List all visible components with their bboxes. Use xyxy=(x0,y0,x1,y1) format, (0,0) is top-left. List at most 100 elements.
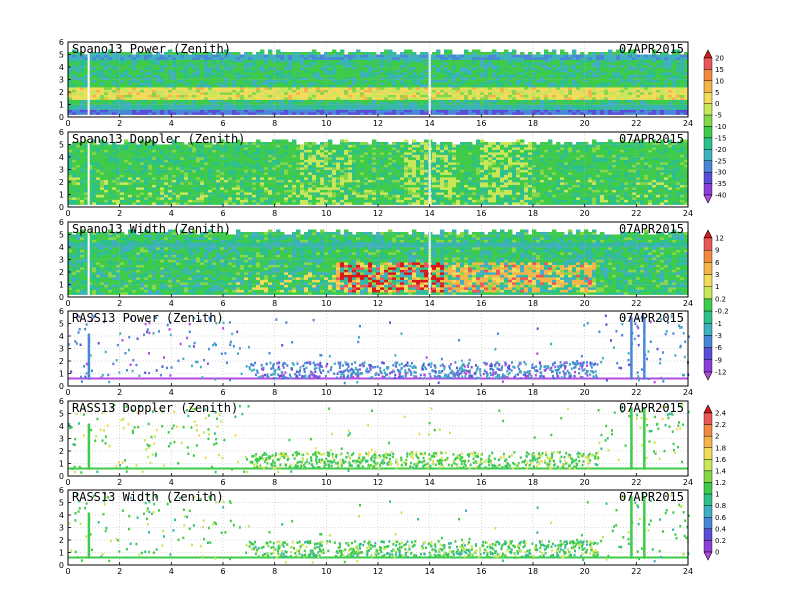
heatmap-cell xyxy=(636,74,641,78)
heatmap-cell xyxy=(424,52,429,55)
heatmap-cell xyxy=(80,72,85,75)
heatmap-cell xyxy=(476,69,481,73)
heatmap-cell xyxy=(464,49,469,53)
heatmap-cell xyxy=(648,54,653,58)
heatmap-cell xyxy=(116,177,121,180)
heatmap-cell xyxy=(540,104,545,108)
heatmap-cell xyxy=(352,104,357,108)
heatmap-cell xyxy=(388,69,393,73)
heatmap-cell xyxy=(368,89,373,93)
heatmap-cell xyxy=(140,107,145,110)
heatmap-cell xyxy=(280,102,285,105)
heatmap-cell xyxy=(92,182,97,185)
heatmap-cell xyxy=(424,59,429,63)
heatmap-cell xyxy=(296,102,301,105)
heatmap-cell xyxy=(612,79,617,83)
heatmap-cell xyxy=(332,74,337,78)
heatmap-cell xyxy=(556,79,561,83)
heatmap-cell xyxy=(492,112,497,115)
heatmap-cell xyxy=(312,59,317,63)
heatmap-cell xyxy=(272,84,277,88)
heatmap-cell xyxy=(128,147,133,150)
heatmap-cell xyxy=(472,82,477,85)
heatmap-cell xyxy=(436,99,441,103)
heatmap-cell xyxy=(240,87,245,90)
heatmap-cell xyxy=(580,54,585,58)
heatmap-cell xyxy=(208,187,213,190)
heatmap-cell xyxy=(80,172,85,175)
heatmap-cell xyxy=(152,172,157,175)
heatmap-cell xyxy=(408,64,413,68)
heatmap-cell xyxy=(176,112,181,115)
heatmap-cell xyxy=(416,92,421,95)
heatmap-cell xyxy=(296,109,301,113)
heatmap-cell xyxy=(140,152,145,155)
heatmap-cell xyxy=(212,174,217,178)
heatmap-cell xyxy=(612,72,617,75)
heatmap-cell xyxy=(108,64,113,68)
heatmap-cell xyxy=(212,109,217,113)
heatmap-cell xyxy=(180,77,185,80)
heatmap-cell xyxy=(132,82,137,85)
heatmap-cell xyxy=(580,67,585,70)
heatmap-cell xyxy=(516,84,521,88)
heatmap-cell xyxy=(108,152,113,155)
heatmap-cell xyxy=(680,84,685,88)
heatmap-cell xyxy=(232,69,237,73)
heatmap-cell xyxy=(108,104,113,108)
heatmap-cell xyxy=(352,74,357,78)
heatmap-cell xyxy=(664,87,669,90)
heatmap-cell xyxy=(104,69,109,73)
heatmap-cell xyxy=(460,67,465,70)
heatmap-cell xyxy=(552,57,557,60)
heatmap-cell xyxy=(308,59,313,63)
heatmap-cell xyxy=(560,62,565,65)
heatmap-cell xyxy=(392,69,397,73)
heatmap-cell xyxy=(432,62,437,65)
heatmap-cell xyxy=(156,147,161,150)
heatmap-cell xyxy=(412,107,417,110)
heatmap-cell xyxy=(372,82,377,85)
heatmap-cell xyxy=(236,152,241,155)
heatmap-cell xyxy=(620,97,625,100)
heatmap-cell xyxy=(184,84,189,88)
heatmap-cell xyxy=(88,92,93,95)
heatmap-cell xyxy=(244,97,249,100)
heatmap-cell xyxy=(676,97,681,100)
heatmap-cell xyxy=(228,172,233,175)
heatmap-cell xyxy=(364,57,369,60)
heatmap-cell xyxy=(608,79,613,83)
heatmap-cell xyxy=(148,164,153,168)
heatmap-cell xyxy=(224,84,229,88)
heatmap-cell xyxy=(440,54,445,58)
heatmap-cell xyxy=(668,107,673,110)
heatmap-cell xyxy=(280,64,285,68)
heatmap-cell xyxy=(72,59,77,63)
heatmap-cell xyxy=(568,89,573,93)
heatmap-cell xyxy=(332,69,337,73)
heatmap-cell xyxy=(172,144,177,148)
heatmap-cell xyxy=(304,54,309,58)
heatmap-cell xyxy=(536,82,541,85)
heatmap-cell xyxy=(152,147,157,150)
heatmap-cell xyxy=(540,99,545,103)
heatmap-cell xyxy=(432,87,437,90)
heatmap-cell xyxy=(148,199,153,203)
heatmap-cell xyxy=(436,89,441,93)
heatmap-cell xyxy=(184,189,189,193)
heatmap-cell xyxy=(260,69,265,73)
heatmap-cell xyxy=(136,172,141,175)
heatmap-cell xyxy=(628,102,633,105)
heatmap-cell xyxy=(524,62,529,65)
heatmap-cell xyxy=(564,107,569,110)
heatmap-cell xyxy=(520,99,525,103)
heatmap-cell xyxy=(260,84,265,88)
heatmap-cell xyxy=(492,74,497,78)
heatmap-cell xyxy=(176,154,181,158)
heatmap-cell xyxy=(180,152,185,155)
heatmap-cell xyxy=(564,112,569,115)
heatmap-cell xyxy=(92,109,97,113)
heatmap-cell xyxy=(288,99,293,103)
heatmap-cell xyxy=(184,144,189,148)
heatmap-cell xyxy=(372,84,377,88)
